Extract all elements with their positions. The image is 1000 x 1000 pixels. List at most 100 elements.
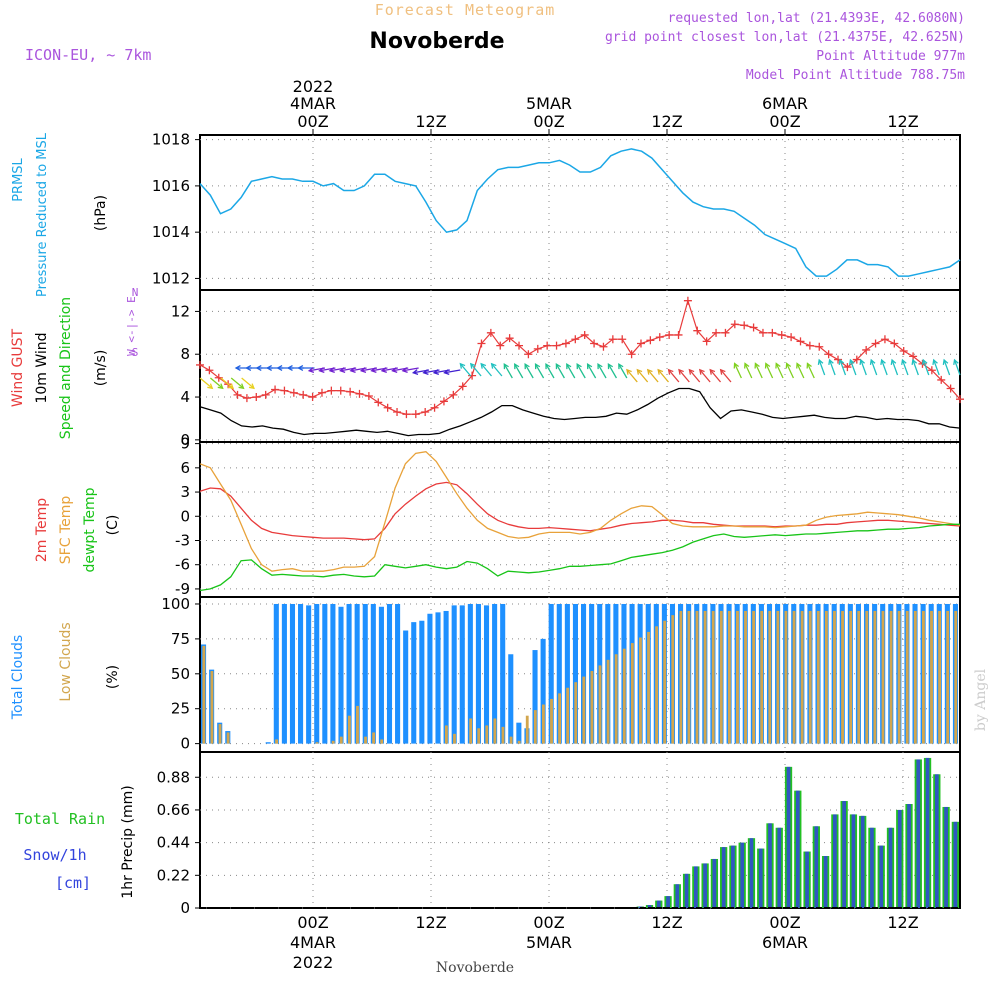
wind-arrowhead [911,358,918,366]
bottom-time-label: 12Z [415,913,446,932]
compass-n: N [132,286,139,299]
gust-marker [205,366,214,375]
wind-direction-arrow [881,359,888,376]
low-cloud-bar [210,671,214,744]
model-altitude: Model Point Altitude 788.75m [746,68,965,83]
pressure-line [199,148,961,277]
wind-arrowhead [607,362,614,370]
dewpt-line [199,523,960,592]
low-cloud-bar [913,610,917,744]
low-cloud-bar [727,610,731,744]
snow-bar [897,809,902,908]
gust-marker [871,339,880,348]
wind-direction-arrow [657,369,669,383]
temp-unit: (C) [105,515,121,536]
low-cloud-bar [679,610,683,744]
wind-direction-arrow [818,359,826,376]
snow-bar [916,759,921,908]
snow-bar [666,896,670,908]
wind-arrowhead [636,368,643,375]
total-clouds-label: Total Clouds [10,635,26,720]
total-cloud-bar [265,742,271,744]
wind-arrowhead [349,367,356,373]
low-cloud-bar [881,610,885,744]
snow-bar [758,848,763,908]
wind-direction-arrow [754,363,763,379]
total-cloud-bar [362,603,368,744]
bottom-date-label: 6MAR [762,933,808,952]
low-cloud-bar [517,740,521,744]
low-cloud-bar [226,732,230,744]
temp-ytick-label: -9 [175,580,190,598]
low-cloud-bar [695,610,699,744]
wind-direction-arrow [503,363,513,379]
gust-marker [683,296,692,305]
snow-label: Snow/1h [23,846,86,864]
low-cloud-bar [550,698,553,744]
low-clouds-label: Low Clouds [58,622,74,701]
total-cloud-bar [532,650,538,744]
low-cloud-bar [218,724,222,744]
total-cloud-bar [435,612,441,744]
low-cloud-bar [614,654,618,744]
wind-arrowhead [754,362,760,369]
wind-arrowhead [234,365,241,371]
low-cloud-bar [372,732,376,744]
wind-arrowhead [359,367,367,373]
snow-bar [768,823,772,908]
wind-direction-arrow [626,369,638,383]
wind-arrowhead [297,365,304,371]
precip-ytick-label: 0 [180,899,190,917]
bottom-time-label: 12Z [651,913,682,932]
clouds-ytick-label: 75 [171,630,190,648]
gust-marker [571,335,580,344]
wind-arrowhead [328,367,335,373]
total-cloud-bar [572,603,578,744]
wind-direction-arrow [709,369,722,383]
gust-marker [665,330,674,339]
top-time-label: 00Z [533,112,564,131]
low-cloud-bar [444,725,448,744]
wind-direction-arrow [459,363,472,377]
snow-bar [795,790,800,908]
wind-direction-arrow [678,369,690,383]
total-cloud-bar [459,605,465,744]
wind-arrowhead [401,367,408,373]
gust-marker [261,390,270,399]
gust-marker [862,345,871,354]
wind-arrowhead [709,368,716,375]
wind-arrowhead [248,383,255,390]
watermark: by Angel [973,668,989,731]
top-year-label: 2022 [293,77,334,96]
gust-marker [796,337,805,346]
gust-marker [702,337,711,346]
snow-cm-label: [cm] [55,874,91,892]
low-cloud-bar [703,610,707,744]
wind-ytick-label: 12 [171,302,190,320]
wind-direction-arrow [220,377,234,389]
wind-arrowhead [307,367,315,373]
wind-direction-arrow [402,367,419,372]
gust-marker [271,385,280,394]
gust-marker [233,390,242,399]
gust-marker [730,320,739,329]
snow-bar [870,827,874,908]
wind-arrowhead [265,365,272,371]
low-cloud-bar [930,610,933,744]
gust-marker [477,339,486,348]
total-cloud-bar [281,603,287,744]
temp-ytick-label: 0 [180,507,190,525]
compass-label: W <-|-> E [125,296,138,356]
wind-arrowhead [901,358,907,366]
wind-direction-arrow [607,363,618,379]
footer-location: Novoberde [436,960,514,976]
gust-marker [636,339,645,348]
low-cloud-bar [663,620,667,744]
pressure-label-2: Pressure Reduced to MSL [35,132,50,297]
low-cloud-bar [622,648,626,744]
gust-marker [590,339,599,348]
low-cloud-bar [687,610,691,744]
wind-arrowhead [667,368,674,375]
wind-arrowhead [626,368,632,375]
wind-direction-arrow [839,359,847,376]
